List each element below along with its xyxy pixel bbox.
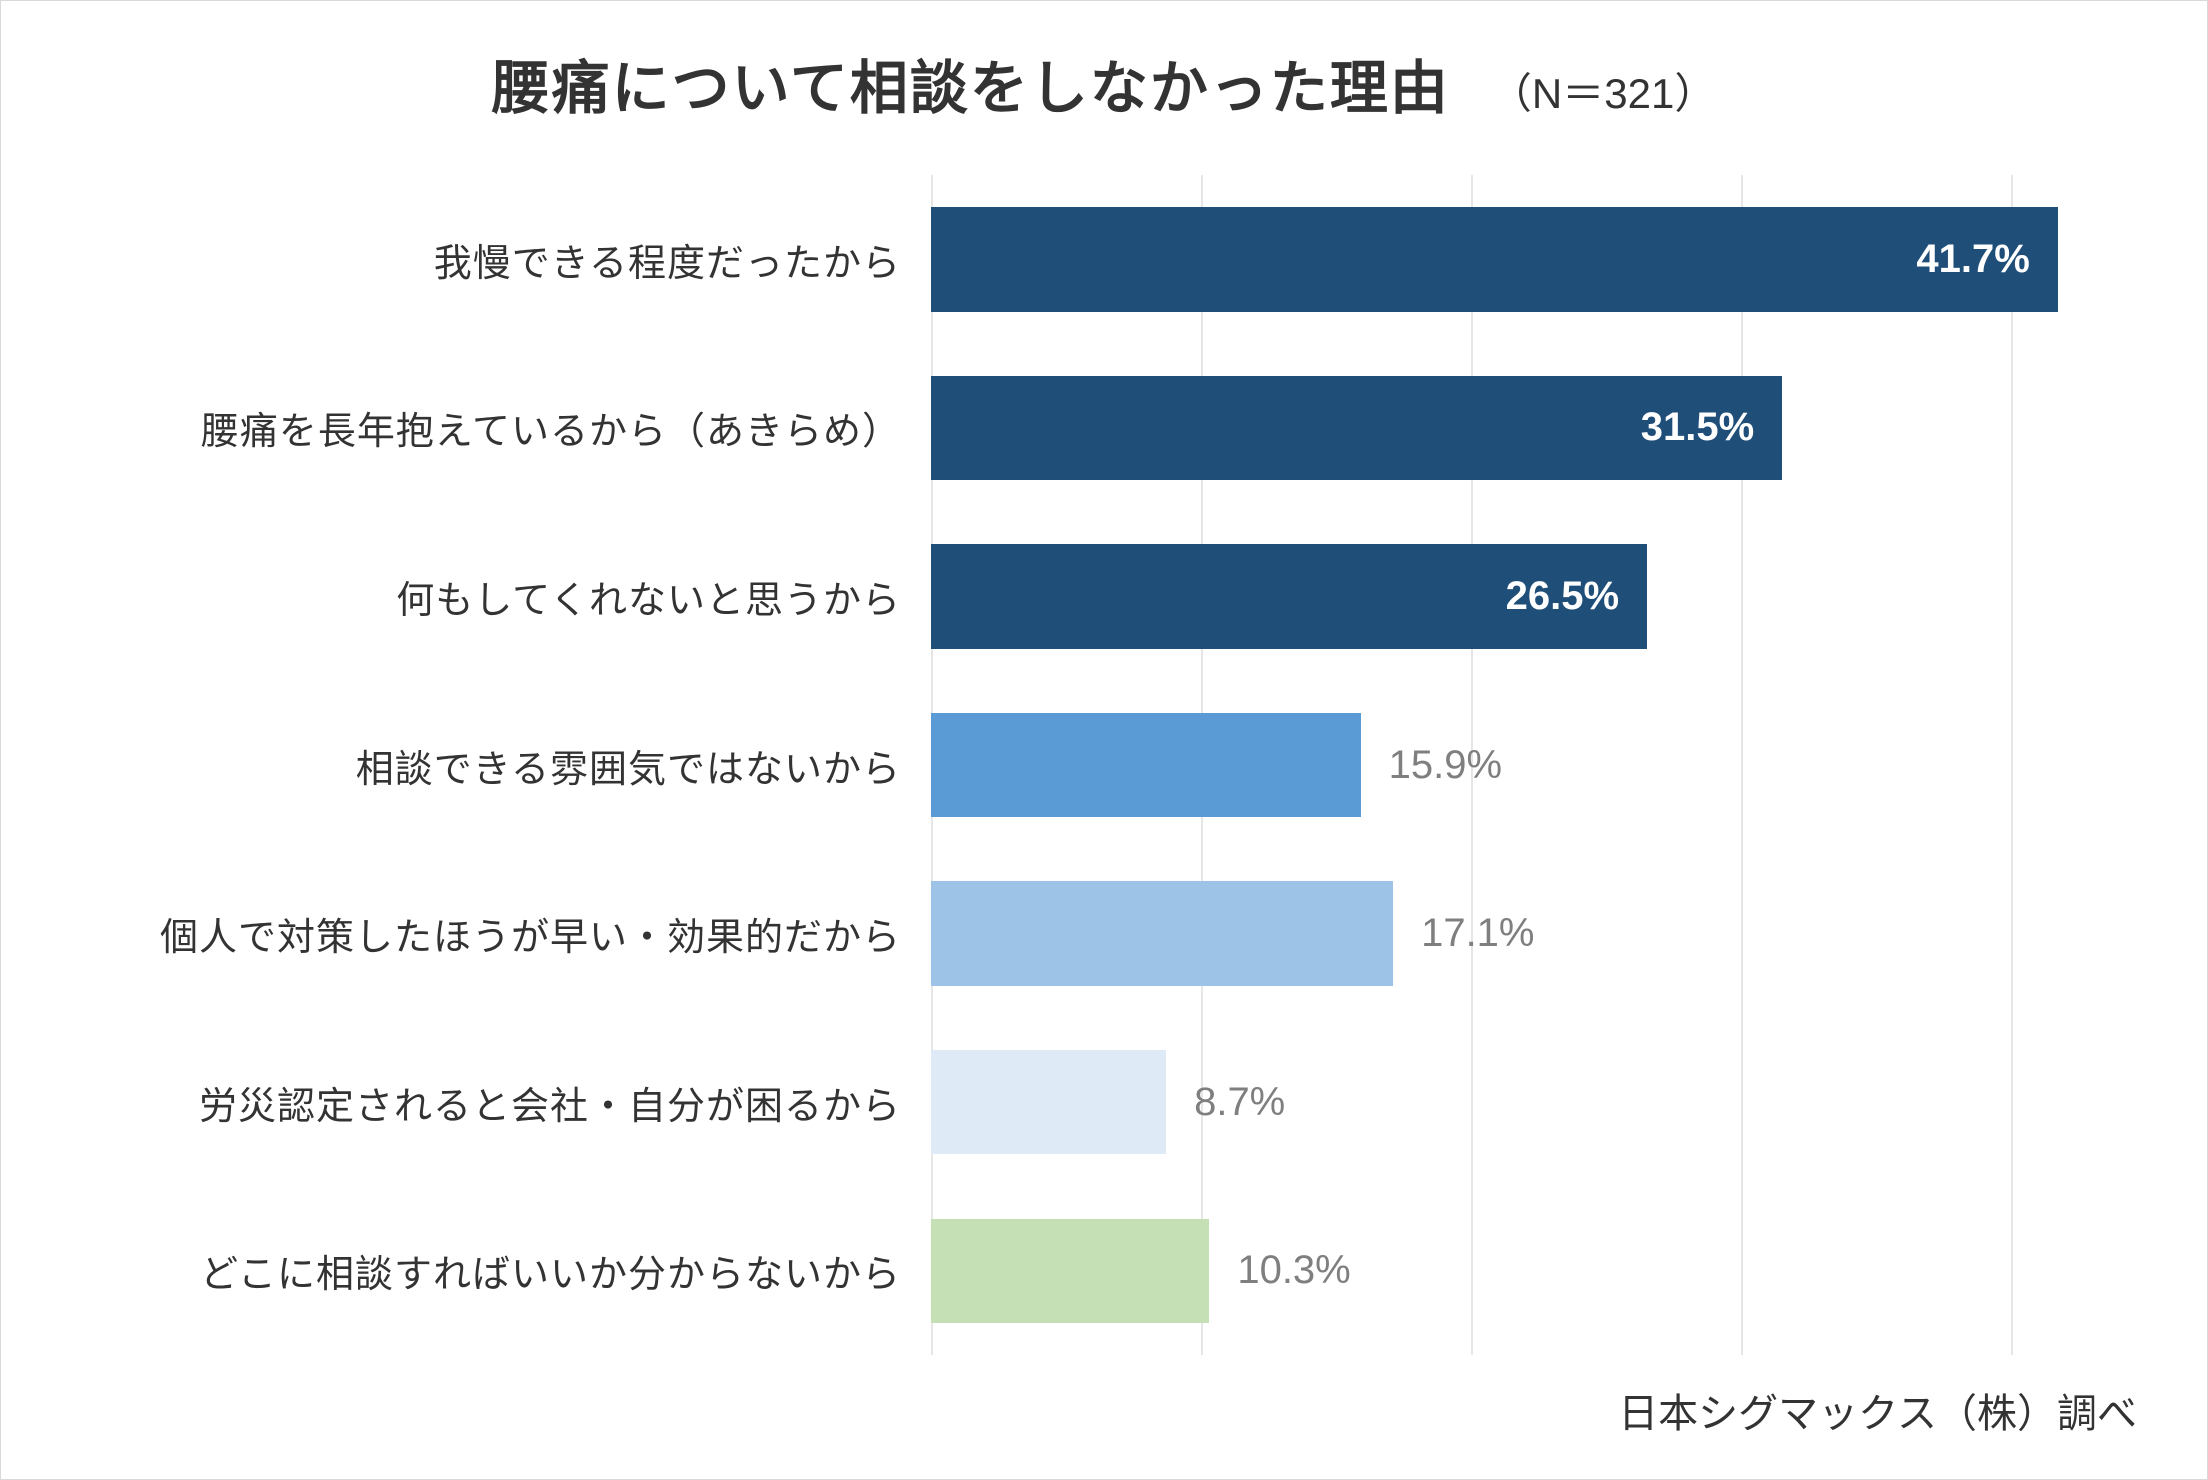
bar-value-label: 15.9% bbox=[1389, 743, 1502, 788]
bar-row: 26.5% bbox=[931, 512, 2147, 681]
category-row: どこに相談すればいいか分からないから bbox=[61, 1186, 931, 1355]
bar bbox=[931, 713, 1361, 818]
category-label: どこに相談すればいいか分からないから bbox=[61, 1243, 931, 1298]
bar: 41.7% bbox=[931, 207, 2058, 312]
category-labels-column: 我慢できる程度だったから腰痛を長年抱えているから（あきらめ） 何もしてくれないと思… bbox=[61, 175, 931, 1355]
bar-value-label: 26.5% bbox=[1506, 574, 1619, 619]
chart-subtitle: （N＝321） bbox=[1490, 60, 1716, 121]
bar-value-label: 8.7% bbox=[1194, 1080, 1285, 1125]
chart-title: 腰痛について相談をしなかった理由 bbox=[492, 41, 1450, 125]
source-note: 日本シグマックス（株）調べ bbox=[1618, 1381, 2137, 1439]
bar bbox=[931, 881, 1393, 986]
category-row: 我慢できる程度だったから bbox=[61, 175, 931, 344]
category-label: 相談できる雰囲気ではないから bbox=[61, 738, 931, 793]
bar-row: 31.5% bbox=[931, 344, 2147, 513]
bar-value-label: 31.5% bbox=[1641, 405, 1754, 450]
chart-container: 腰痛について相談をしなかった理由 （N＝321） 我慢できる程度だったから腰痛を… bbox=[0, 0, 2208, 1480]
bar-row: 17.1% bbox=[931, 849, 2147, 1018]
category-label: 何もしてくれないと思うから bbox=[61, 569, 931, 624]
category-label: 腰痛を長年抱えているから（あきらめ） bbox=[61, 400, 931, 455]
bar-row: 8.7% bbox=[931, 1018, 2147, 1187]
bars-column: 41.7% 31.5% 26.5% 15.9% 17.1% 8.7% 10.3% bbox=[931, 175, 2147, 1355]
bar bbox=[931, 1050, 1166, 1155]
title-row: 腰痛について相談をしなかった理由 （N＝321） bbox=[61, 41, 2147, 125]
category-label: 労災認定されると会社・自分が困るから bbox=[61, 1075, 931, 1130]
category-row: 労災認定されると会社・自分が困るから bbox=[61, 1018, 931, 1187]
plot-area: 我慢できる程度だったから腰痛を長年抱えているから（あきらめ） 何もしてくれないと思… bbox=[61, 175, 2147, 1355]
category-row: 何もしてくれないと思うから bbox=[61, 512, 931, 681]
bar-value-label: 10.3% bbox=[1237, 1248, 1350, 1293]
bar: 31.5% bbox=[931, 376, 1782, 481]
category-row: 個人で対策したほうが早い・効果的だから bbox=[61, 849, 931, 1018]
bar-row: 15.9% bbox=[931, 681, 2147, 850]
category-row: 相談できる雰囲気ではないから bbox=[61, 681, 931, 850]
bar bbox=[931, 1219, 1209, 1324]
bar-value-label: 17.1% bbox=[1421, 911, 1534, 956]
category-row: 腰痛を長年抱えているから（あきらめ） bbox=[61, 344, 931, 513]
category-label: 我慢できる程度だったから bbox=[61, 232, 931, 287]
bar-row: 10.3% bbox=[931, 1186, 2147, 1355]
category-label: 個人で対策したほうが早い・効果的だから bbox=[61, 906, 931, 961]
bar-row: 41.7% bbox=[931, 175, 2147, 344]
bar-value-label: 41.7% bbox=[1916, 237, 2029, 282]
bar: 26.5% bbox=[931, 544, 1647, 649]
